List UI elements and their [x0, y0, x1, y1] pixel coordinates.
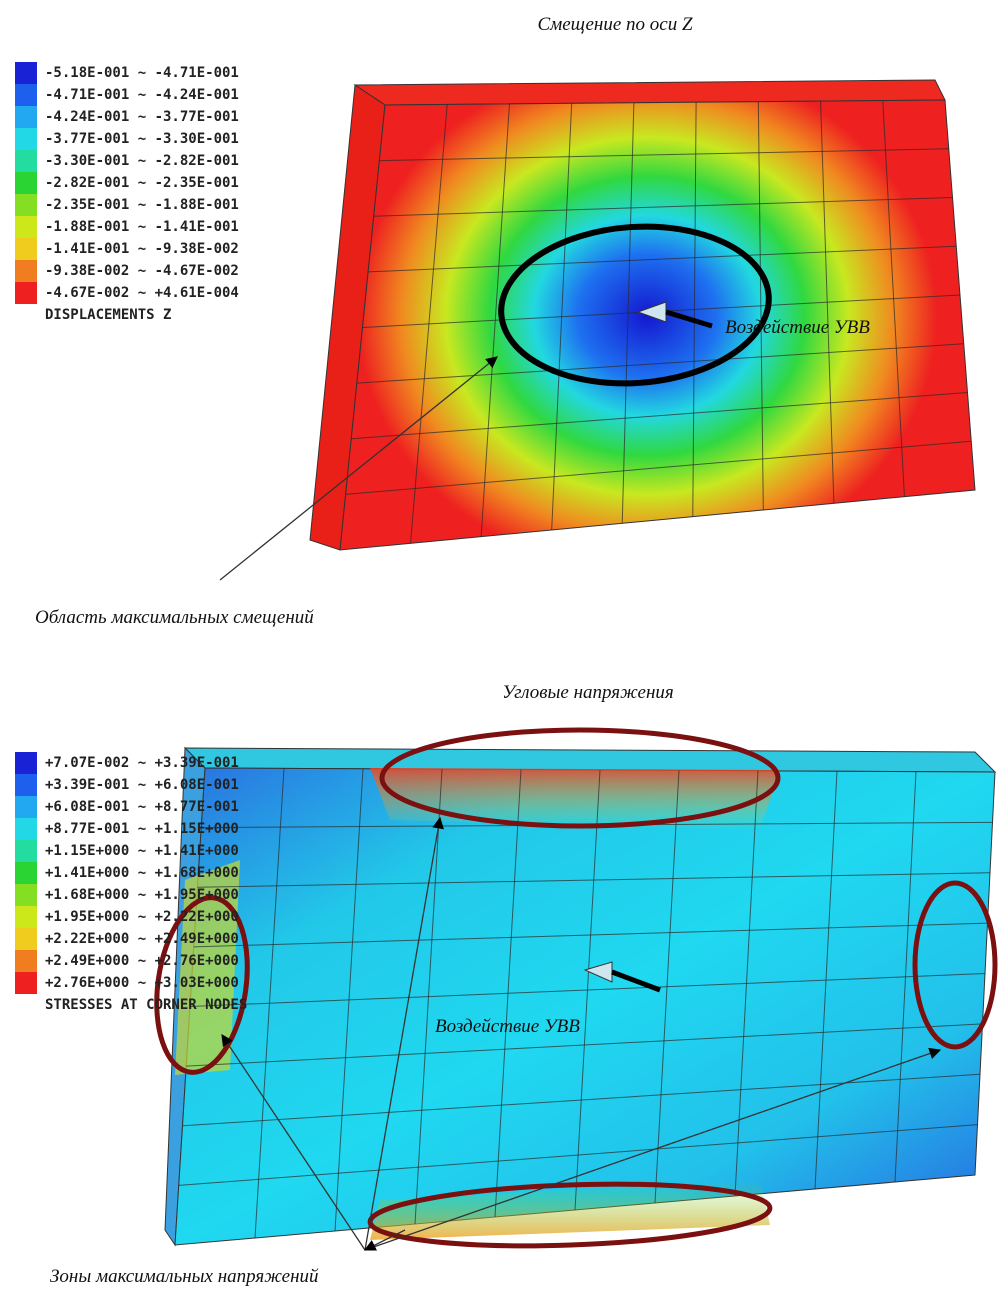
legend-swatch — [15, 172, 37, 194]
legend-swatch — [15, 752, 37, 774]
legend-label: -1.41E-001 ~ -9.38E-002 — [45, 241, 239, 257]
legend-swatch — [15, 194, 37, 216]
legend-label: +7.07E-002 ~ +3.39E-001 — [45, 755, 239, 771]
legend-swatch — [15, 216, 37, 238]
legend-label: -3.77E-001 ~ -3.30E-001 — [45, 131, 239, 147]
callout-label: Область максимальных смещений — [35, 607, 314, 628]
legend-label: -1.88E-001 ~ -1.41E-001 — [45, 219, 239, 235]
legend-swatch — [15, 818, 37, 840]
legend-swatch — [15, 906, 37, 928]
legend-label: +6.08E-001 ~ +8.77E-001 — [45, 799, 239, 815]
legend-swatch — [15, 928, 37, 950]
legend-label: -3.30E-001 ~ -2.82E-001 — [45, 153, 239, 169]
legend-swatch — [15, 774, 37, 796]
legend-swatch — [15, 84, 37, 106]
legend-label: -2.35E-001 ~ -1.88E-001 — [45, 197, 239, 213]
legend-label: +1.41E+000 ~ +1.68E+000 — [45, 865, 239, 881]
legend-label: +2.49E+000 ~ +2.76E+000 — [45, 953, 239, 969]
legend-swatch — [15, 862, 37, 884]
legend-swatch — [15, 796, 37, 818]
legend-label: +1.68E+000 ~ +1.95E+000 — [45, 887, 239, 903]
plate-face — [340, 100, 975, 550]
legend-label: -5.18E-001 ~ -4.71E-001 — [45, 65, 239, 81]
legend-label: +2.22E+000 ~ +2.49E+000 — [45, 931, 239, 947]
legend-title: STRESSES AT CORNER NODES — [45, 997, 247, 1013]
load-label: Воздействие УВВ — [435, 1016, 580, 1037]
legend-label: -4.71E-001 ~ -4.24E-001 — [45, 87, 239, 103]
legend-label: -4.67E-002 ~ +4.61E-004 — [45, 285, 239, 301]
legend-label: -4.24E-001 ~ -3.77E-001 — [45, 109, 239, 125]
legend-swatch — [15, 260, 37, 282]
panel-stress: Угловые напряжения Воздействие УВВ Зоны … — [15, 682, 995, 1287]
figure: Смещение по оси Z Воздействие УВВ Област… — [0, 0, 1000, 1292]
callout-label: Зоны максимальных напряжений — [50, 1266, 319, 1287]
legend-label: +1.95E+000 ~ +2.22E+000 — [45, 909, 239, 925]
hot-zone — [370, 768, 780, 830]
legend-title: DISPLACEMENTS Z — [45, 307, 171, 323]
legend-label: +2.76E+000 ~ +3.03E+000 — [45, 975, 239, 991]
legend-swatch — [15, 282, 37, 304]
legend: -5.18E-001 ~ -4.71E-001 -4.71E-001 ~ -4.2… — [15, 62, 239, 323]
legend-swatch — [15, 884, 37, 906]
load-label: Воздействие УВВ — [725, 317, 870, 338]
legend-label: +3.39E-001 ~ +6.08E-001 — [45, 777, 239, 793]
panel-displacement: Смещение по оси Z Воздействие УВВ Област… — [15, 14, 975, 628]
panel-title: Угловые напряжения — [502, 682, 673, 703]
legend-label: -9.38E-002 ~ -4.67E-002 — [45, 263, 239, 279]
legend-swatch — [15, 150, 37, 172]
legend-swatch — [15, 840, 37, 862]
legend-swatch — [15, 128, 37, 150]
legend-swatch — [15, 950, 37, 972]
legend-swatch — [15, 238, 37, 260]
legend-label: +1.15E+000 ~ +1.41E+000 — [45, 843, 239, 859]
panel-title: Смещение по оси Z — [537, 14, 693, 35]
legend-swatch — [15, 106, 37, 128]
legend-label: -2.82E-001 ~ -2.35E-001 — [45, 175, 239, 191]
legend-swatch — [15, 972, 37, 994]
legend-swatch — [15, 62, 37, 84]
legend-label: +8.77E-001 ~ +1.15E+000 — [45, 821, 239, 837]
